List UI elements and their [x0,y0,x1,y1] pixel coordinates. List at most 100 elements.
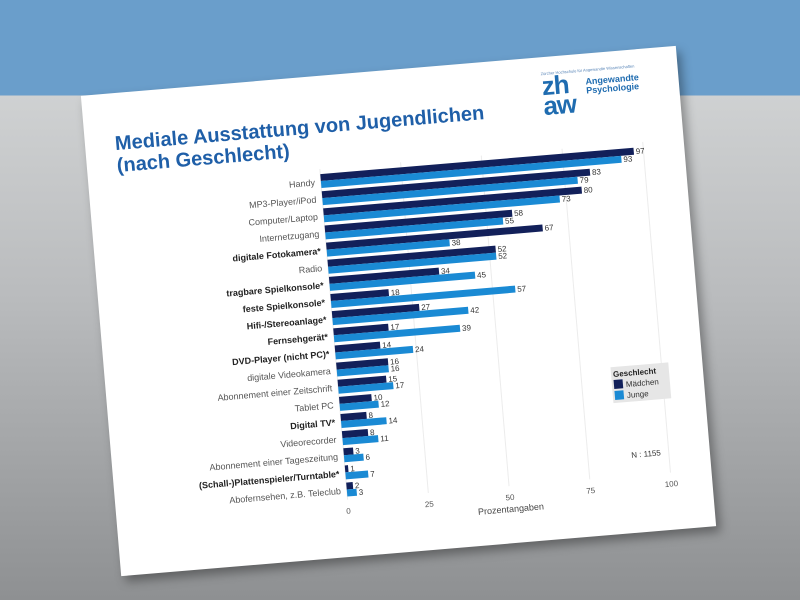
bar-maedchen [320,147,635,182]
category-label: DVD-Player (nicht PC)* [232,349,331,367]
data-label: 39 [462,323,472,333]
data-label: 2 [355,481,361,490]
data-label: 8 [368,411,374,420]
category-label: feste Spielkonsole* [242,297,326,314]
gridline [400,162,429,493]
legend-title: Geschlecht [613,366,657,379]
data-label: 16 [390,364,400,374]
data-label: 15 [388,374,398,384]
data-label: 42 [470,305,480,315]
data-label: 11 [380,434,390,444]
data-label: 3 [358,488,364,497]
category-label: Hifi-/Stereoanlage* [246,315,327,332]
gridline [642,141,671,473]
bar-junge [332,306,469,326]
data-label: 52 [497,244,507,254]
bar-junge [346,488,358,497]
data-label: 3 [355,446,361,455]
bar-junge [345,470,369,480]
data-label: 52 [498,251,508,261]
data-label: 17 [390,322,400,332]
x-tick-label: 0 [346,506,352,515]
category-label: Computer/Laptop [248,212,318,228]
bar-maedchen [326,224,543,250]
sample-size-annotation: N : 1155 [631,448,662,459]
data-label: 57 [517,284,527,294]
slide: Mediale Ausstattung von Jugendlichen (na… [80,45,717,577]
bar-maedchen [341,428,369,439]
category-label: MP3-Player/iPod [249,195,317,211]
bar-junge [343,453,364,463]
bar-junge [342,435,379,446]
bar-maedchen [331,303,420,319]
bar-maedchen [338,394,372,404]
data-label: 79 [579,175,589,185]
bar-junge [330,285,516,308]
category-label: Handy [289,178,316,190]
bar-maedchen [343,447,354,456]
x-tick-label: 75 [586,486,596,496]
gridline [561,148,591,480]
bar-junge [325,217,504,240]
data-label: 27 [421,302,431,312]
data-label: 1 [350,464,356,473]
legend-label: Junge [626,389,649,400]
bar-junge [335,345,414,360]
data-label: 34 [441,266,451,276]
legend-label: Mädchen [626,377,660,389]
gridline [480,155,510,487]
category-label: Internetzugang [259,229,320,244]
bar-junge [323,195,561,223]
bar-junge [320,155,622,189]
bar-maedchen [330,289,390,302]
bar-maedchen [344,465,349,473]
bar-junge [329,271,476,291]
bar-junge [326,239,450,257]
category-label: Videorecorder [280,435,337,450]
bar-junge [336,365,389,377]
bar-maedchen [334,341,381,353]
bar-maedchen [324,209,513,233]
data-label: 7 [370,469,376,478]
data-label: 97 [635,146,645,156]
data-label: 73 [561,194,571,204]
data-label: 24 [415,344,425,354]
data-label: 17 [395,381,405,391]
category-label: Abofernsehen, z.B. Teleclub [229,486,341,505]
bar-maedchen [346,482,354,490]
category-label: digitale Fotokamera* [232,246,322,263]
category-label: digitale Videokamera [247,366,331,383]
category-label: Tablet PC [294,400,334,413]
bar-junge [339,400,379,411]
category-label: Abonnement einer Zeitschrift [217,383,333,403]
data-label: 55 [505,216,515,226]
bar-maedchen [333,323,389,336]
category-label: Radio [298,263,322,275]
data-label: 38 [451,238,461,248]
bar-chart: 0255075100Handy9793MP3-Player/iPod8379Co… [199,141,679,517]
category-label: Abonnement einer Tageszeitung [209,452,338,473]
category-label: Fernsehgerät* [267,332,329,347]
data-label: 10 [373,393,383,403]
bar-junge [322,176,578,206]
bar-junge [333,324,461,343]
x-axis-label: Prozentangaben [478,501,545,516]
data-label: 45 [477,270,487,280]
data-label: 18 [390,288,400,298]
data-label: 80 [583,185,593,195]
bar-maedchen [327,245,496,267]
bar-maedchen [328,267,440,284]
bar-maedchen [323,186,583,216]
data-label: 93 [623,154,633,164]
x-tick-label: 50 [505,493,515,503]
category-label: tragbare Spielkonsole* [226,280,325,298]
legend-swatch [613,379,624,390]
bar-maedchen [340,411,367,421]
bar-maedchen [321,168,591,199]
data-label: 58 [514,208,524,218]
x-tick-label: 100 [664,479,679,489]
bar-junge [328,252,497,274]
data-label: 12 [380,399,390,409]
data-label: 14 [382,340,392,350]
data-label: 6 [365,453,371,462]
